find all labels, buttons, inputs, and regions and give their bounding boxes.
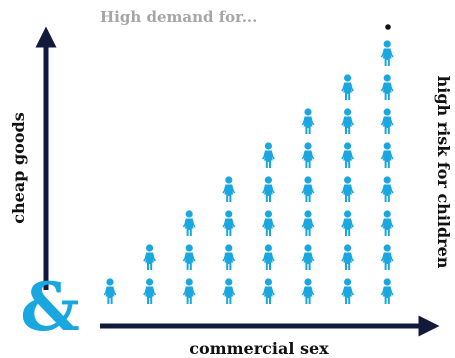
child-figure-icon [341, 74, 355, 100]
child-figure-icon [261, 210, 275, 236]
child-figure-icon [301, 108, 315, 134]
child-figure-icon [380, 74, 394, 100]
child-figure-icon [341, 278, 355, 304]
child-figure-icon [341, 142, 355, 168]
child-figure-icon [380, 108, 394, 134]
child-figure-icon [341, 108, 355, 134]
child-figure-icon [182, 244, 196, 270]
top-marker-dot [385, 24, 391, 30]
child-figure-icon [103, 278, 117, 304]
child-figure-icon [222, 176, 236, 202]
child-figure-icon [380, 210, 394, 236]
child-figure-icon [301, 210, 315, 236]
child-figure-icon [301, 142, 315, 168]
child-figure-icon [380, 176, 394, 202]
child-figure-icon [380, 244, 394, 270]
child-figure-icon [301, 244, 315, 270]
y-axis-label: cheap goods [9, 112, 28, 223]
ampersand-logo: & [20, 268, 80, 346]
right-axis-label: high risk for children [434, 76, 453, 269]
child-figure-icon [341, 176, 355, 202]
child-figure-icon [182, 278, 196, 304]
child-figure-icon [261, 244, 275, 270]
child-figures-group [103, 40, 394, 304]
child-figure-icon [261, 278, 275, 304]
child-figure-icon [301, 176, 315, 202]
child-figure-icon [301, 278, 315, 304]
child-figure-icon [222, 278, 236, 304]
child-figure-icon [341, 244, 355, 270]
child-figure-icon [380, 40, 394, 66]
child-figure-icon [341, 210, 355, 236]
child-figure-icon [143, 278, 157, 304]
x-axis-label: commercial sex [189, 339, 329, 358]
child-figure-icon [143, 244, 157, 270]
child-figure-icon [222, 210, 236, 236]
chart-title: High demand for... [100, 8, 257, 26]
child-figure-icon [182, 210, 196, 236]
child-figure-icon [222, 244, 236, 270]
child-figure-icon [380, 142, 394, 168]
child-figure-icon [261, 142, 275, 168]
child-figure-icon [261, 176, 275, 202]
child-figure-icon [380, 278, 394, 304]
